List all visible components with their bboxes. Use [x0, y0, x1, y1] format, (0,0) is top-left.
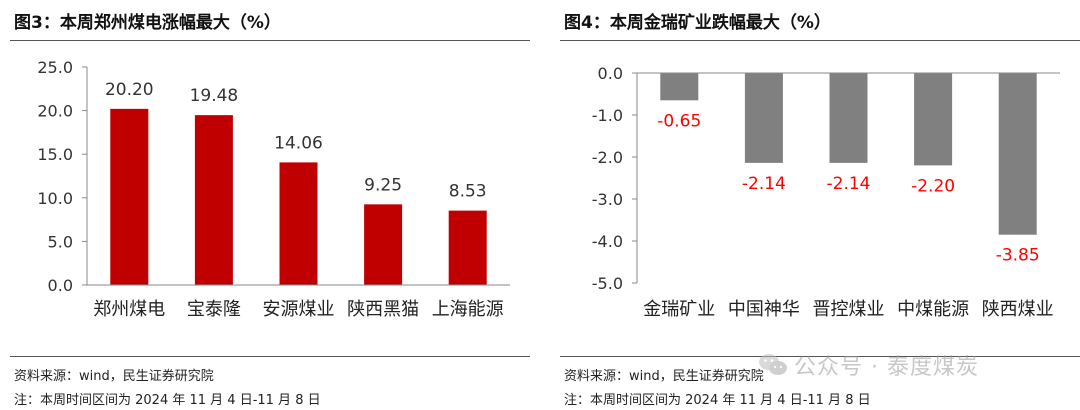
- data-label: 9.25: [364, 175, 402, 195]
- category-label: 中国神华: [728, 299, 800, 320]
- data-label: 20.20: [105, 80, 154, 100]
- bar: [448, 210, 487, 285]
- bar: [364, 204, 403, 285]
- y-tick-label: 0.0: [48, 276, 73, 295]
- footer-divider: [560, 356, 1080, 357]
- bar: [660, 73, 699, 101]
- data-label: 19.48: [190, 86, 239, 106]
- category-label: 陕西煤业: [982, 299, 1054, 320]
- category-label: 宝泰隆: [187, 299, 241, 320]
- y-tick-label: 15.0: [37, 145, 73, 164]
- source-note: 资料来源：wind，民生证券研究院: [564, 369, 764, 384]
- data-label: 14.06: [274, 133, 323, 153]
- bar: [194, 115, 233, 285]
- chart-panel-right: 图4：本周金瑞矿业跌幅最大（%） 0.0 -1.0 -2.0 -3.0 -4.0 -5.0…: [550, 0, 1080, 410]
- period-note: 注：本周时间区间为 2024 年 11 月 4 日-11 月 8 日: [14, 393, 321, 408]
- data-label: -2.14: [742, 174, 786, 194]
- y-tick-label: 25.0: [37, 58, 73, 77]
- bar: [744, 73, 783, 163]
- title-divider: [560, 40, 1080, 41]
- category-label: 安源煤业: [263, 299, 335, 320]
- bar: [110, 108, 149, 285]
- category-label: 陕西黑猫: [347, 299, 419, 320]
- y-tick-label: -1.0: [592, 106, 623, 125]
- chart-panel-left: 图3：本周郑州煤电涨幅最大（%） 0.0 5.0 10.0 15.0 20.0 25.0 2…: [0, 0, 530, 410]
- y-tick-label: 10.0: [37, 189, 73, 208]
- category-label: 金瑞矿业: [643, 299, 715, 320]
- category-label: 晋控煤业: [813, 299, 885, 320]
- period-note: 注：本周时间区间为 2024 年 11 月 4 日-11 月 8 日: [564, 393, 871, 408]
- y-tick-label: -4.0: [592, 232, 623, 251]
- title-divider: [10, 40, 530, 41]
- chart-title: 图3：本周郑州煤电涨幅最大（%）: [14, 13, 281, 33]
- bar-chart-losers: 0.0 -1.0 -2.0 -3.0 -4.0 -5.0 -0.65 金瑞矿业 -2.14 中国神…: [592, 64, 1060, 320]
- data-label: -0.65: [657, 111, 701, 131]
- y-tick-label: 5.0: [48, 232, 73, 251]
- y-tick-label: -3.0: [592, 190, 623, 209]
- data-label: -3.85: [996, 246, 1040, 266]
- bar: [279, 162, 318, 285]
- data-label: -2.14: [827, 174, 871, 194]
- y-tick-label: -5.0: [592, 274, 623, 293]
- y-tick-label: -2.0: [592, 148, 623, 167]
- bar-chart-gainers: 0.0 5.0 10.0 15.0 20.0 25.0 20.20 郑州煤电 19.48 宝泰隆 1…: [37, 58, 510, 320]
- data-label: 8.53: [449, 182, 487, 202]
- chart-title: 图4：本周金瑞矿业跌幅最大（%）: [564, 13, 831, 33]
- y-tick-label: 20.0: [37, 102, 73, 121]
- category-label: 上海能源: [432, 299, 504, 320]
- bar: [998, 73, 1037, 235]
- category-label: 中煤能源: [897, 299, 969, 320]
- y-tick-label: 0.0: [598, 64, 623, 83]
- source-note: 资料来源：wind，民生证券研究院: [14, 369, 214, 384]
- category-label: 郑州煤电: [93, 299, 165, 320]
- bar: [914, 73, 953, 166]
- bar: [829, 73, 868, 163]
- data-label: -2.20: [911, 176, 955, 196]
- footer-divider: [10, 356, 530, 357]
